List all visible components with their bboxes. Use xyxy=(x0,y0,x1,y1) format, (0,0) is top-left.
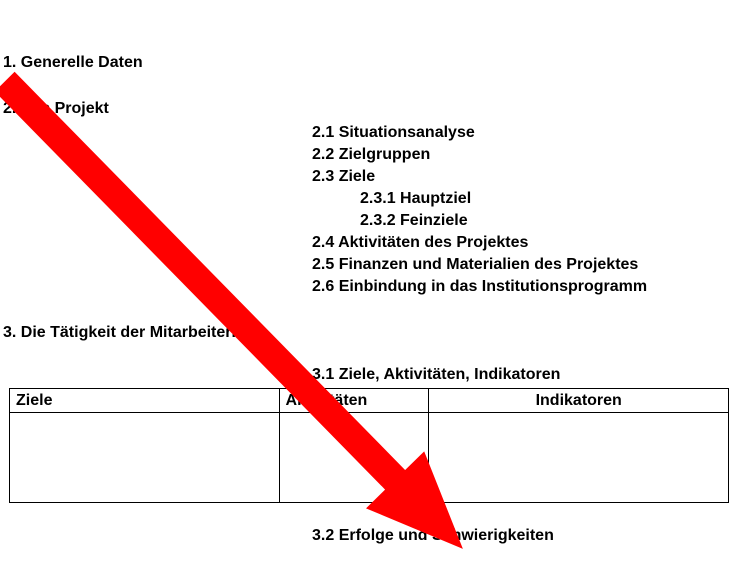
heading-section-2-3: 2.3 Ziele xyxy=(312,168,375,186)
table-row xyxy=(10,413,729,503)
table-header-indikatoren: Indikatoren xyxy=(429,389,729,413)
table-header-row: Ziele Aktivitäten Indikatoren xyxy=(10,389,729,413)
heading-section-2-4: 2.4 Aktivitäten des Projektes xyxy=(312,234,528,252)
heading-section-3-2: 3.2 Erfolge und Schwierigkeiten xyxy=(312,527,554,545)
table-cell xyxy=(429,413,729,503)
goals-table: Ziele Aktivitäten Indikatoren xyxy=(9,388,729,503)
heading-section-2-3-1: 2.3.1 Hauptziel xyxy=(360,190,471,208)
heading-section-3: 3. Die Tätigkeit der MitarbeiterIn xyxy=(3,324,246,342)
heading-section-1: 1. Generelle Daten xyxy=(3,54,143,72)
heading-section-2-6: 2.6 Einbindung in das Institutionsprogra… xyxy=(312,278,647,296)
heading-section-2: 2. Das Projekt xyxy=(3,100,109,118)
table-cell xyxy=(10,413,280,503)
heading-section-2-1: 2.1 Situationsanalyse xyxy=(312,124,475,142)
heading-section-2-2: 2.2 Zielgruppen xyxy=(312,146,430,164)
heading-section-2-3-2: 2.3.2 Feinziele xyxy=(360,212,468,230)
table-header-ziele: Ziele xyxy=(10,389,280,413)
table-header-aktivitaeten: Aktivitäten xyxy=(279,389,429,413)
heading-section-2-5: 2.5 Finanzen und Materialien des Projekt… xyxy=(312,256,638,274)
heading-section-3-1: 3.1 Ziele, Aktivitäten, Indikatoren xyxy=(312,366,560,384)
table-cell xyxy=(279,413,429,503)
